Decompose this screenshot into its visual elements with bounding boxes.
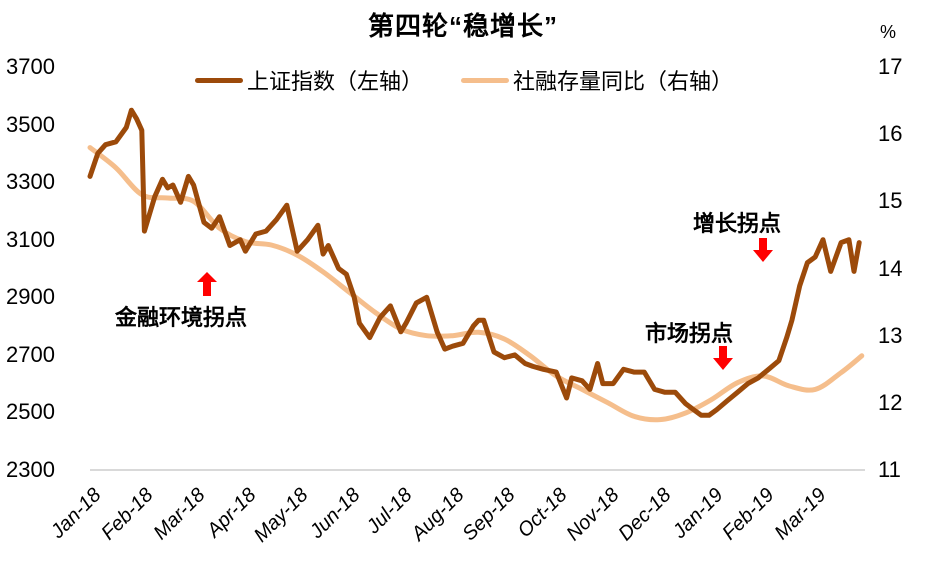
annotation-label: 金融环境拐点	[115, 305, 248, 330]
chart-title: 第四轮“稳增长”	[367, 11, 558, 41]
left-y-tick: 3500	[6, 111, 55, 137]
right-y-tick: 15	[878, 188, 903, 214]
tsf-growth-line	[87, 145, 865, 423]
right-axis-unit: %	[880, 22, 897, 42]
legend-label-tsf: 社融存量同比（右轴）	[513, 69, 734, 94]
legend-swatch-tsf	[461, 77, 510, 83]
shanghai-index-line	[87, 107, 862, 418]
arrow-down-icon	[713, 346, 733, 370]
left-y-tick: 2700	[6, 341, 55, 367]
right-y-tick: 11	[878, 457, 901, 482]
right-y-tick: 14	[878, 255, 903, 281]
left-y-tick: 3700	[6, 54, 55, 79]
right-y-tick: 12	[878, 389, 903, 415]
right-y-tick: 13	[878, 322, 903, 348]
legend-label-index: 上证指数（左轴）	[247, 69, 424, 94]
legend-swatch-index	[195, 77, 243, 83]
annotation-label: 市场拐点	[645, 321, 734, 346]
right-y-tick: 16	[878, 121, 903, 147]
legend-item-index: 上证指数（左轴）	[195, 64, 423, 96]
arrow-down-icon	[753, 238, 773, 262]
annotation-label: 增长拐点	[693, 211, 782, 236]
left-y-tick: 3100	[6, 226, 55, 252]
left-y-tick: 3300	[6, 169, 55, 195]
right-y-tick: 17	[878, 54, 903, 79]
legend: 上证指数（左轴） 社融存量同比（右轴）	[195, 64, 771, 96]
annotation-arrows	[197, 238, 773, 370]
left-y-tick: 2500	[6, 399, 55, 425]
left-y-tick: 2900	[6, 284, 55, 310]
arrow-up-icon	[197, 272, 217, 296]
legend-item-tsf: 社融存量同比（右轴）	[461, 64, 733, 96]
left-y-tick: 2300	[6, 457, 55, 482]
